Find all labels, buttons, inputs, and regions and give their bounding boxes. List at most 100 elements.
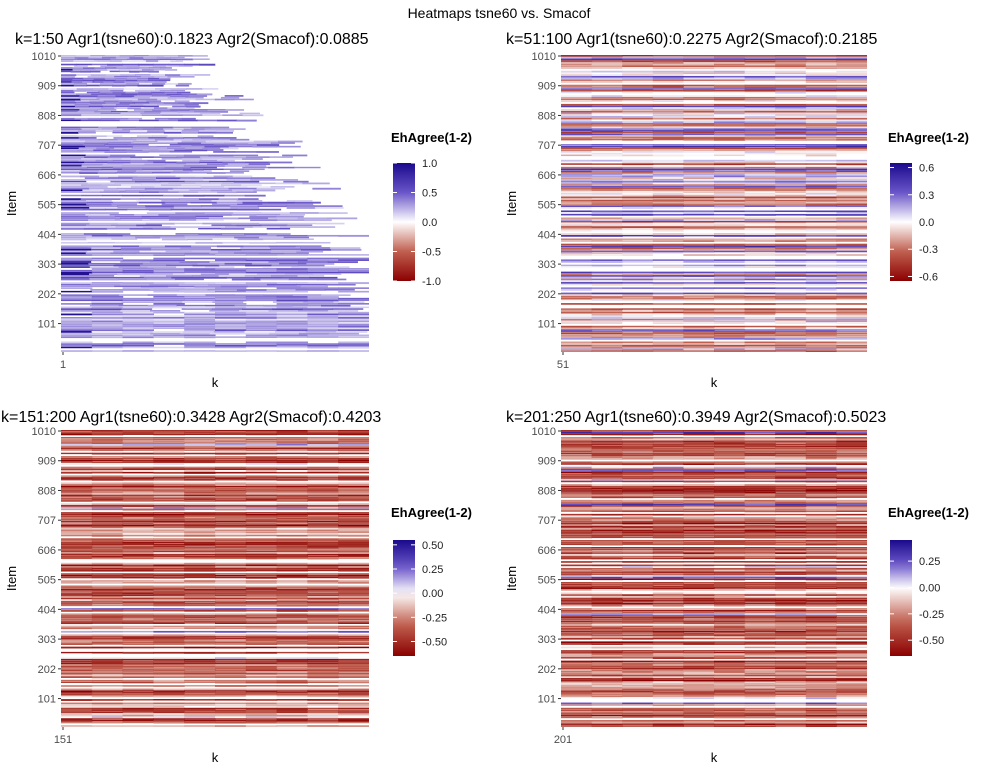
heatmap-cell [91,503,124,506]
heatmap-cell [91,581,124,584]
heatmap-cell [122,449,154,451]
heatmap-cell [652,151,684,153]
heatmap-cell [153,692,185,694]
heatmap-cell [184,491,216,493]
heatmap-cell [61,662,93,665]
heatmap-cell [836,75,867,78]
heatmap-cell [683,121,715,124]
heatmap-cell [744,310,776,312]
heatmap-cell [744,172,776,174]
heatmap-cell [714,273,746,275]
heatmap-cell [211,308,243,310]
heatmap-cell [167,107,182,110]
heatmap-cell [338,587,369,589]
heatmap-cell [561,477,593,479]
heatmap-cell [805,182,837,185]
heatmap-cell [805,138,837,141]
heatmap-cell [184,103,199,106]
heatmap-cell [262,203,289,206]
heatmap-cell [276,562,308,565]
heatmap-cell [215,315,247,317]
heatmap-cell [652,186,684,188]
heatmap-cell [714,77,746,80]
heatmap-cell [307,590,339,593]
heatmap-cell [683,296,715,298]
heatmap-cell [622,189,654,191]
heatmap-cell [61,436,93,439]
heatmap-cell [122,468,154,471]
heatmap-cell [683,61,715,64]
heatmap-cell [112,84,126,87]
heatmap-cell [184,234,216,237]
heatmap-cell [561,261,593,263]
heatmap-cell [561,119,593,122]
y-tick-label: 404 [38,229,56,241]
heatmap-cell [836,456,867,458]
heatmap-cell [153,581,185,584]
heatmap-cell [184,602,216,605]
heatmap-cell [276,676,308,678]
heatmap-cell [805,438,837,441]
heatmap-cell [836,350,867,352]
heatmap-cell [622,485,654,488]
heatmap-cell [114,241,143,244]
heatmap-cell [61,145,86,148]
heatmap-cell [714,338,746,340]
heatmap-cell [118,294,149,296]
heatmap-cell [561,485,593,488]
heatmap-cell [561,149,593,152]
heatmap-cell [90,70,101,73]
heatmap-cell [298,332,330,335]
heatmap-cell [122,720,154,722]
heatmap-cell [805,89,837,92]
heatmap-cell [61,622,93,625]
heatmap-cell [561,526,593,528]
heatmap-cell [245,443,278,446]
heatmap-cell [836,198,867,200]
heatmap-cell [561,299,593,302]
heatmap-cell [224,262,253,265]
heatmap-cell [744,350,776,352]
heatmap-cell [591,138,623,141]
legend-tick-label: -1.0 [422,276,441,288]
heatmap-cell [61,205,90,207]
heatmap-cell [744,487,776,490]
heatmap-cell [130,186,155,188]
legend-tick-label: 0.0 [422,217,437,229]
heatmap-cell [245,660,278,663]
heatmap-cell [714,329,746,331]
heatmap-cell [122,597,154,600]
heatmap-cell [74,117,89,120]
heatmap-cell [683,128,715,131]
heatmap-cell [683,436,715,439]
heatmap-cell [805,325,837,328]
heatmap-cell [652,529,684,532]
heatmap-cell [122,692,154,694]
heatmap-cell [245,268,278,270]
heatmap-cell [744,206,776,209]
heatmap-cell [276,725,308,727]
heatmap-cell [238,217,269,220]
heatmap-cell [744,219,776,221]
heatmap-cell [836,313,867,316]
heatmap-cell [338,568,369,570]
heatmap-cell [338,613,369,616]
heatmap-cell [805,151,837,153]
heatmap-cell [775,534,807,537]
heatmap-cell [652,138,684,141]
heatmap-cell [184,554,216,556]
heatmap-cell [215,634,247,636]
heatmap-cell [153,512,185,514]
heatmap-cell [836,89,867,92]
heatmap-cell [775,278,807,281]
heatmap-cell [836,151,867,153]
heatmap-cell [714,506,746,509]
legend-tick-label: 0.6 [919,163,934,175]
heatmap-cell [622,348,654,351]
heatmap-cell [123,163,145,166]
heatmap-cell [652,541,684,544]
heatmap-cell [245,317,278,319]
heatmap-cell [91,482,124,485]
heatmap-cell [184,297,216,300]
heatmap-cell [245,324,278,326]
